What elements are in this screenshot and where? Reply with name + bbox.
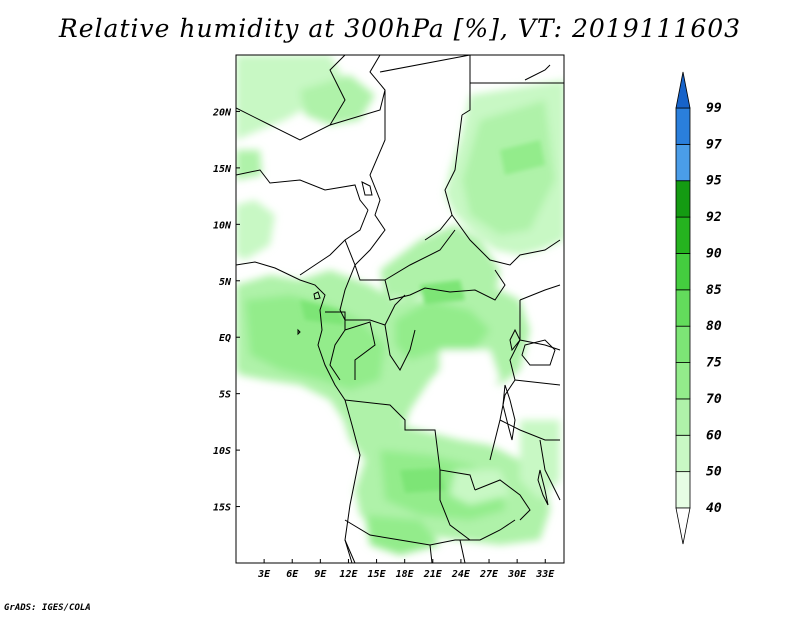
colorbar-label: 90 [706,246,722,261]
map-frame [235,54,565,564]
lake-tanganyika [502,384,516,441]
border-uganda-kenya [519,284,561,351]
colorbar-label: 80 [706,319,722,334]
border-chad [354,90,386,281]
border-gabon-congo [325,311,376,381]
colorbar-swatch [675,253,691,291]
colorbar-label: 75 [706,356,722,371]
colorbar-swatch [675,216,691,254]
colorbar-swatch [675,362,691,400]
field-streak-3 [500,140,545,175]
x-axis: 3E 6E 9E 12E 15E 18E 21E 24E 27E 30E 33E [257,559,555,580]
border-drc-angola [344,399,476,491]
x-tick-label: 33E [535,569,555,580]
colorbar-label: 97 [706,137,722,152]
field-nw-top [236,55,345,140]
x-tick-label: 24E [451,569,471,580]
island-bioko [313,291,321,300]
field-sw-bottom [365,515,440,555]
border-niger-nigeria [236,169,369,211]
coastline-west [236,261,361,563]
x-tick-label: 15E [368,569,387,580]
x-tick-label: 3E [257,569,271,580]
field-streak-1 [300,300,345,325]
colorbar-swatch [675,289,691,327]
coastline-red-sea [524,64,551,81]
x-tick-label: 21E [423,569,443,580]
colorbar-swatch [675,180,691,218]
y-tick-label: 10N [213,220,232,231]
colorbar-label: 40 [706,501,722,516]
y-tick-label: 15S [213,503,231,514]
humidity-field [236,55,564,563]
colorbar-swatch [675,325,691,363]
border-chad-sudan [424,114,463,241]
field-central-band [380,225,500,300]
x-tick-label: 9E [314,569,327,580]
credit-text: GrADS: IGES/COLA [4,603,91,613]
island-sao-tome [297,328,301,336]
colorbar-extend-low [675,507,691,545]
colorbar-label: 99 [706,101,722,116]
colorbar-swatch [675,434,691,473]
colorbar-swatch [675,143,691,182]
colorbar-label: 50 [706,465,722,480]
border-sudan-south [451,214,561,266]
colorbar-swatch [675,107,691,145]
y-tick-label: 20N [212,107,232,118]
border-congo-drc [384,294,416,371]
border-egypt-sudan [470,55,564,84]
lake-albert [509,328,521,352]
x-tick-label: 27E [479,569,499,580]
colorbar-label: 85 [706,283,722,298]
border-tanzania [499,379,561,441]
colorbar-extend-high [675,71,691,109]
y-tick-label: 5N [219,277,232,288]
field-w-coast [236,200,275,260]
border-libya-sudan [379,55,471,116]
colorbar-swatch [675,398,691,436]
chart-title: Relative humidity at 300hPa [%], VT: 201… [58,14,742,43]
y-tick-label: 10S [213,446,231,457]
lake-malawi [537,469,549,506]
border-malawi-moz [539,439,561,501]
colorbar-label: 60 [706,428,722,443]
y-tick-label: EQ [219,333,231,344]
colorbar-label: 92 [706,210,722,225]
colorbar-label: 70 [706,392,722,407]
lake-chad [361,181,373,196]
field-central-gap [440,350,500,395]
colorbar-swatch [675,471,691,509]
colorbar-label: 95 [706,174,722,189]
x-tick-label: 12E [339,569,358,580]
x-tick-label: 18E [396,569,415,580]
field-streak-2 [420,280,465,305]
border-drc-east [489,300,521,461]
lake-victoria [521,339,556,366]
y-tick-label: 15N [213,164,232,175]
border-angola-south [344,519,516,546]
x-tick-label: 6E [286,569,299,580]
border-nigeria-cameroon [299,209,369,276]
border-zambia [439,470,531,541]
country-borders [236,55,564,563]
x-tick-label: 30E [507,569,527,580]
border-cameroon [339,239,386,326]
border-car [384,229,506,301]
y-tick-label: 5S [219,390,231,401]
field-streak-4 [400,468,445,493]
field-w-small [236,150,262,180]
field-gulf-inner [245,295,385,390]
y-axis: 20N 15N 10N 5N EQ 5S 10S 15S [212,107,240,514]
colorbar: 40 50 60 70 75 80 85 90 92 95 97 99 [675,71,722,545]
field-n-central [300,75,375,125]
field-congo-inner [395,300,490,360]
